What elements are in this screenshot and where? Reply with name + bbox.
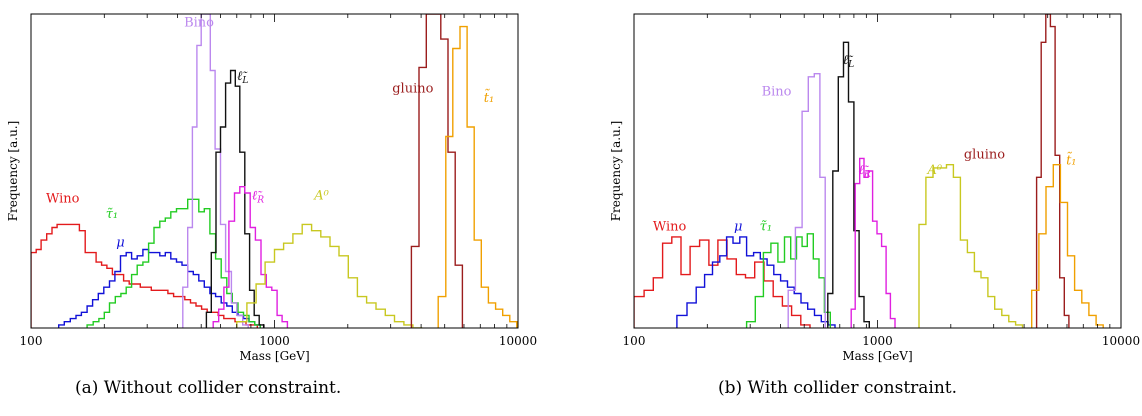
series-label-2: τ̃₁ (760, 220, 772, 235)
x-axis-label: Mass [GeV] (239, 349, 309, 363)
series-label-0: Wino (653, 220, 687, 235)
histogram-0-3 (182, 14, 249, 328)
panel-a: 100 1000 10000 Mass [GeV] Frequency [a.u.] Wi… (6, 13, 537, 363)
x-tick-label: 10000 (1102, 334, 1140, 348)
series-label-2: τ̃₁ (106, 207, 118, 222)
plot-frame (30, 13, 519, 329)
series-label-8: t̃₁ (484, 89, 494, 106)
y-axis-label: Frequency [a.u.] (6, 121, 20, 222)
histogram-0-2 (86, 198, 261, 328)
histogram-1-7 (1035, 14, 1070, 328)
series-label-5: ℓ̃R (252, 188, 264, 205)
series-label-3: Bino (762, 85, 792, 100)
plot-frame (633, 13, 1122, 329)
x-tick-label: 1000 (862, 334, 893, 348)
histogram-1-1 (676, 236, 836, 328)
series-label-0: Wino (46, 191, 80, 206)
series-label-6: A⁰ (313, 188, 329, 203)
series-label-1: μ (734, 220, 742, 235)
x-tick-label: 1000 (259, 334, 290, 348)
histogram-1-0 (634, 236, 811, 328)
series-label-1: μ (116, 235, 124, 250)
histogram-1-2 (745, 233, 831, 328)
series-label-3: Bino (184, 16, 214, 31)
series-label-4: ℓ̃L (843, 53, 854, 70)
histogram-1-4 (827, 41, 870, 328)
histogram-0-0 (31, 223, 258, 328)
series-label-4: ℓ̃L (237, 69, 248, 86)
histogram-1-8 (1031, 164, 1104, 328)
histogram-1-3 (787, 73, 826, 328)
figure: 100 1000 10000 Mass [GeV] Frequency [a.u.] Wi… (6, 13, 1140, 363)
histogram-0-7 (410, 14, 464, 328)
series-label-7: gluino (392, 82, 433, 97)
histogram-0-5 (212, 186, 289, 328)
histogram-0-8 (437, 25, 518, 328)
caption-a: (a) Without collider constraint. (75, 378, 342, 398)
series-label-7: gluino (964, 147, 1005, 162)
panel-b: 100 1000 10000 Mass [GeV] Frequency [a.u.] Wi… (609, 13, 1140, 363)
series-label-5: ℓ̃R (858, 163, 870, 180)
x-tick-label: 100 (623, 334, 646, 348)
series-label-8: t̃₁ (1066, 152, 1076, 169)
x-tick-label: 10000 (499, 334, 537, 348)
caption-b: (b) With collider constraint. (718, 378, 958, 398)
histogram-0-1 (58, 248, 261, 328)
histogram-0-6 (236, 223, 423, 328)
histogram-0-4 (205, 69, 265, 328)
x-tick-label: 100 (20, 334, 43, 348)
x-axis-label: Mass [GeV] (842, 349, 912, 363)
series-label-6: A⁰ (927, 163, 943, 178)
y-axis-label: Frequency [a.u.] (609, 121, 623, 222)
histogram-1-6 (918, 164, 1024, 328)
histogram-1-5 (850, 157, 896, 328)
